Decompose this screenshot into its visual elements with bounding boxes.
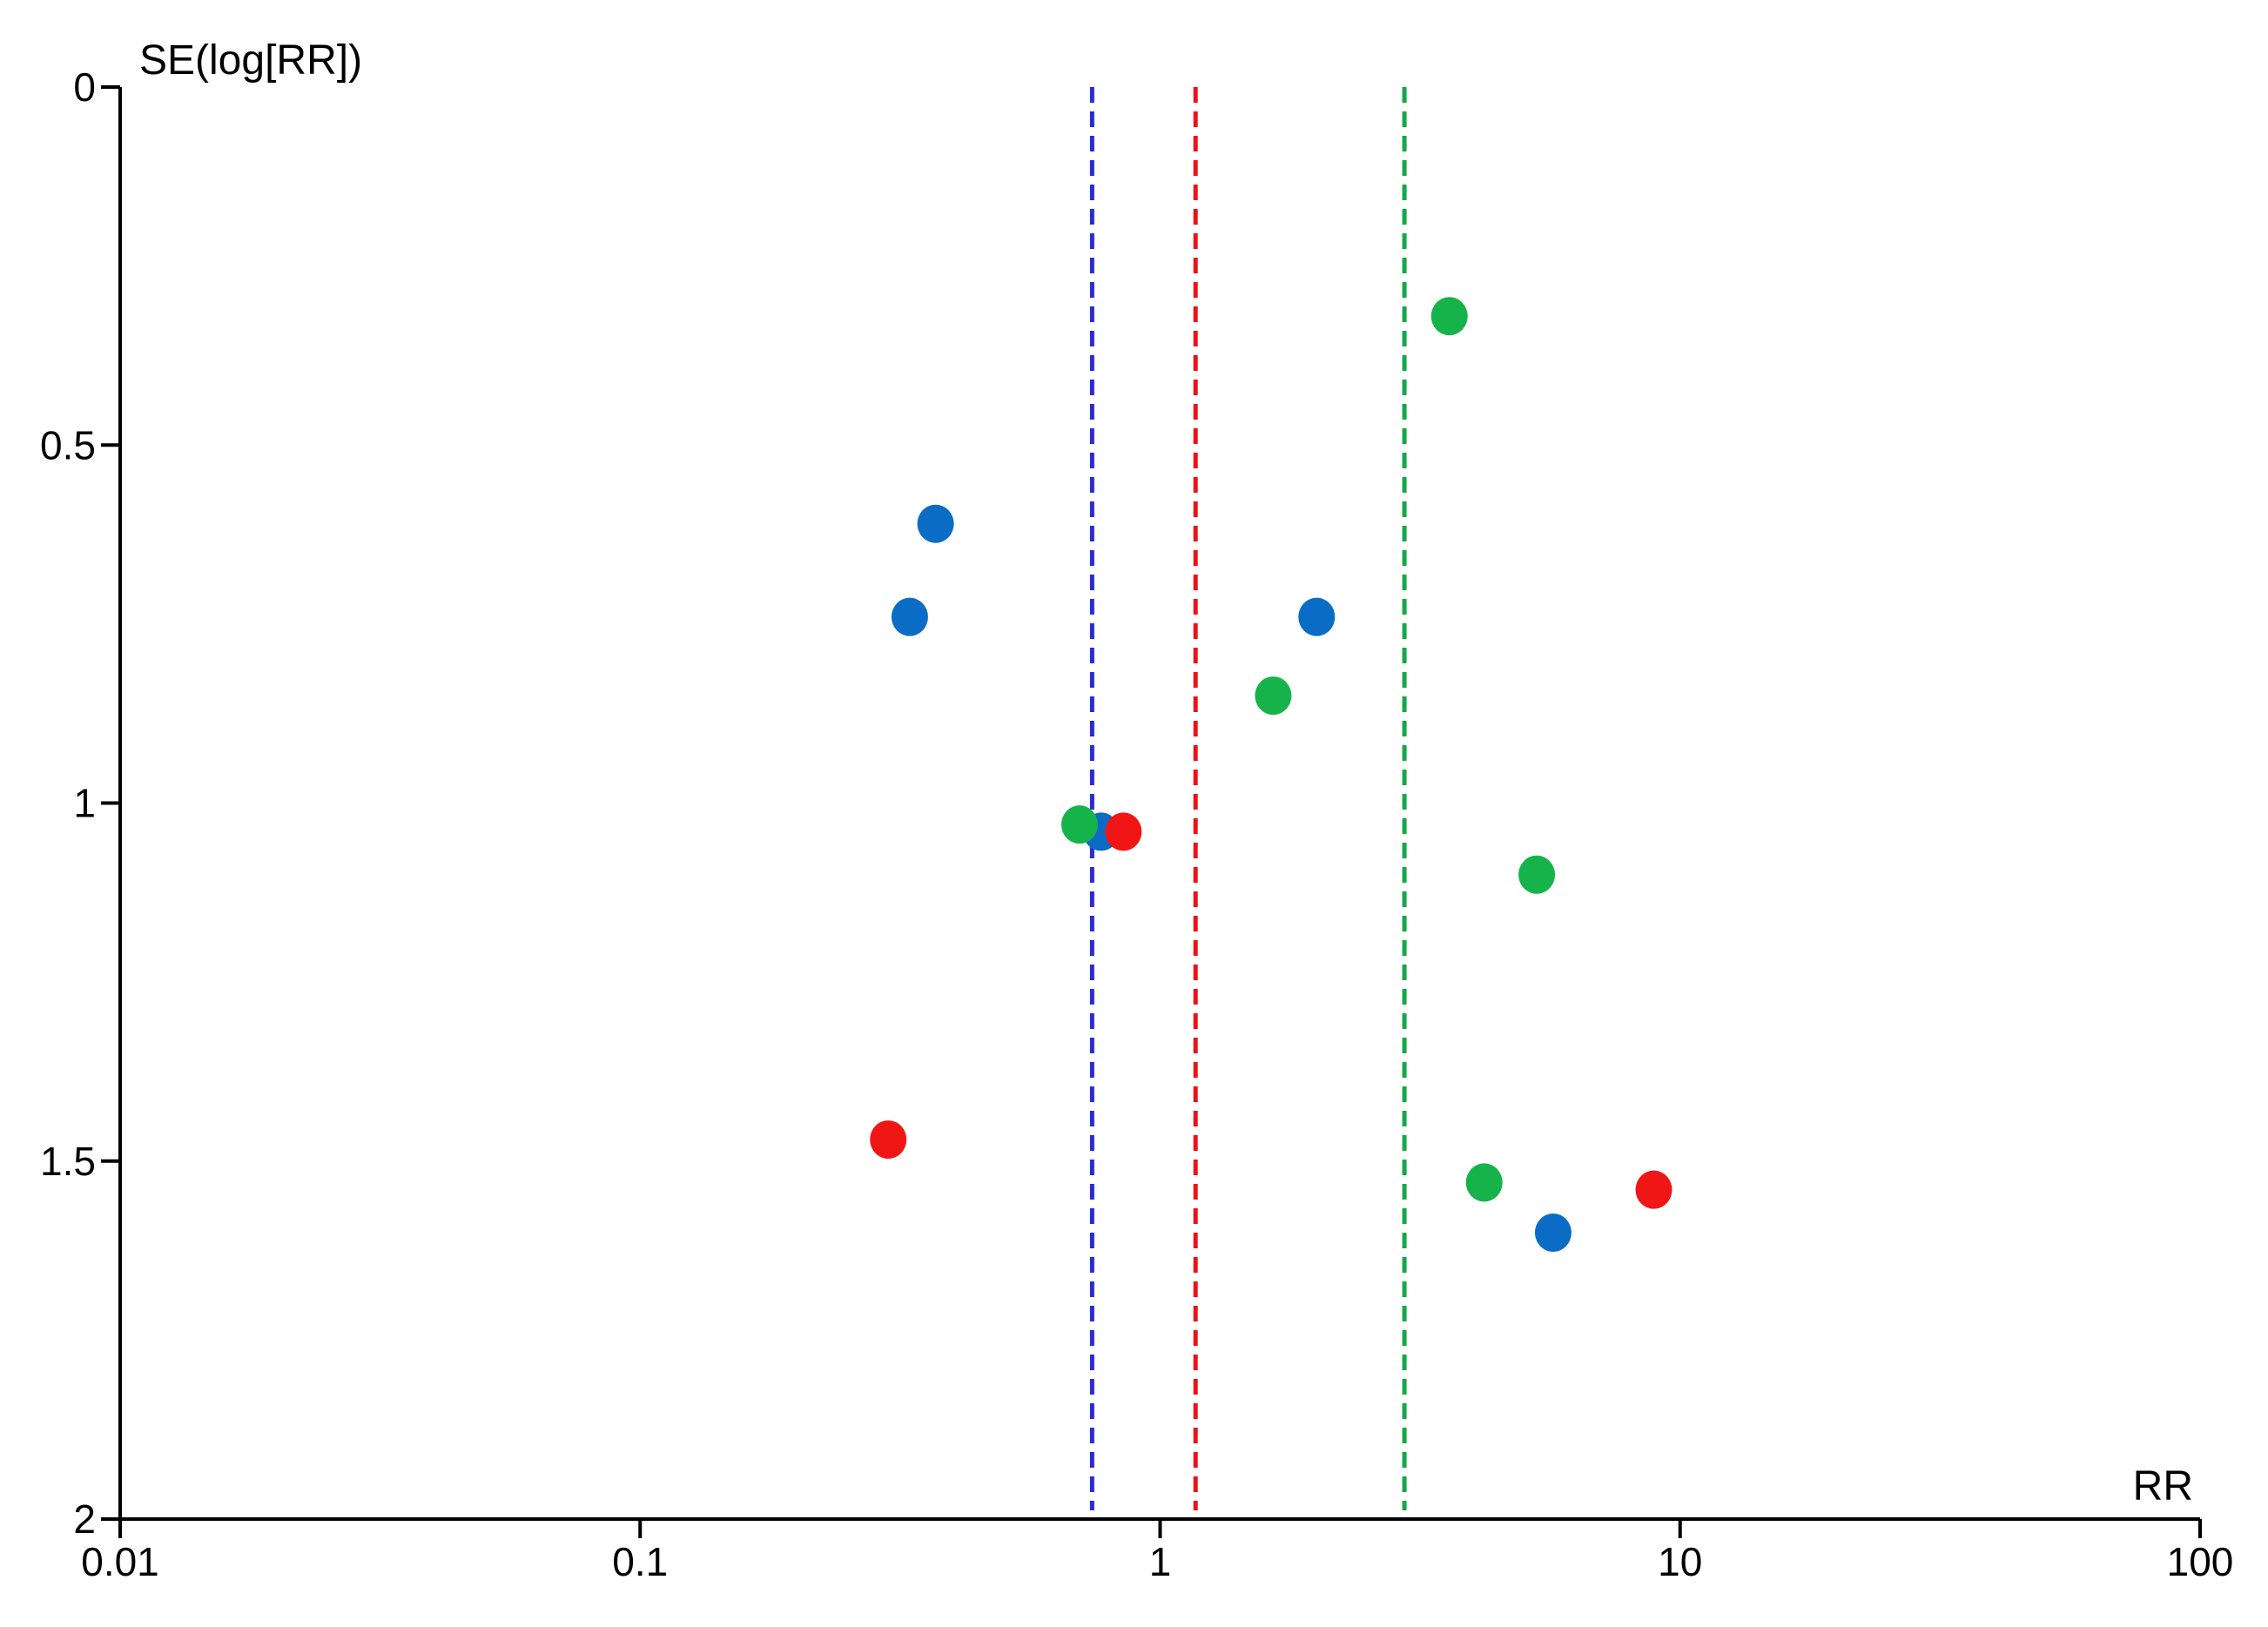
y-axis-ticks: 0 0.5 1 1.5 2 [40,64,120,1542]
y-tick-label: 1.5 [40,1139,96,1184]
data-point [891,597,928,636]
x-tick-label: 1 [1149,1539,1172,1584]
data-point [870,1120,907,1160]
data-point [917,504,954,543]
y-tick-label: 1 [73,781,96,826]
data-point [1298,597,1336,636]
data-point [1534,1214,1571,1252]
x-tick-label: 0.1 [612,1539,668,1584]
data-point [1635,1170,1672,1209]
y-tick-label: 0.5 [40,422,96,467]
y-tick-label: 0 [73,64,96,110]
x-tick-label: 100 [2167,1539,2234,1584]
y-axis-label: SE(log[RR]) [139,37,362,84]
data-point [1430,297,1468,336]
data-point [1255,676,1292,716]
x-tick-label: 0.01 [81,1539,159,1584]
reference-lines [1089,87,1407,1510]
data-point [1518,855,1556,894]
data-point [1105,812,1142,851]
x-axis-label: RR [2133,1463,2193,1509]
data-points [870,297,1672,1252]
y-tick-label: 2 [73,1496,96,1542]
x-tick-label: 10 [1658,1539,1702,1584]
x-axis-ticks: 0.01 0.1 1 10 100 [81,1519,2233,1584]
data-point [1060,805,1098,844]
data-point [1465,1163,1503,1202]
